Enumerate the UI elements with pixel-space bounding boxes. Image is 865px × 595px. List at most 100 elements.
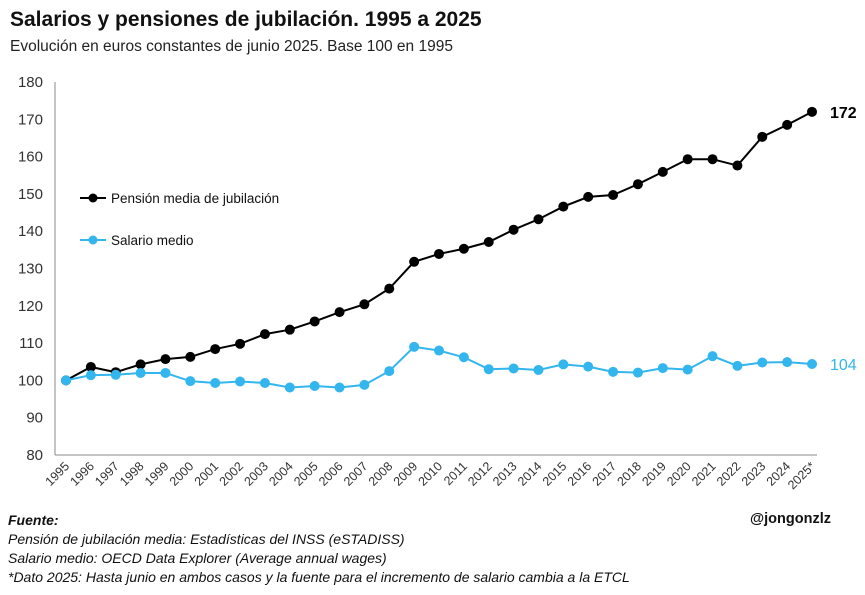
x-tick-label: 2003	[241, 459, 271, 489]
x-tick-label: 2011	[441, 459, 470, 488]
data-point-salario	[508, 363, 519, 374]
data-point-pension	[657, 166, 668, 177]
x-tick-label: 1999	[142, 459, 172, 489]
x-tick-label: 2019	[639, 459, 669, 489]
footer-heading: Fuente:	[8, 512, 59, 528]
data-point-pension	[458, 243, 469, 254]
data-point-salario	[533, 364, 544, 375]
x-tick-label: 2001	[192, 459, 222, 489]
y-tick-label: 90	[26, 410, 43, 427]
x-tick-label: 1998	[117, 459, 147, 489]
data-point-salario	[334, 382, 345, 393]
end-label-salario: 104	[830, 357, 857, 374]
data-point-pension	[384, 283, 395, 294]
data-point-pension	[409, 256, 420, 267]
data-point-salario	[483, 364, 494, 375]
line-chart: 80 90 100 110 120 130 140 150 160 170 180 19951996…	[18, 74, 857, 492]
data-point-pension	[434, 248, 444, 259]
axes	[54, 82, 817, 456]
data-point-salario	[210, 378, 221, 389]
data-point-pension	[359, 299, 370, 310]
x-tick-label: 2009	[391, 459, 421, 489]
x-tick-label: 2004	[266, 459, 296, 489]
y-tick-label: 160	[18, 149, 43, 166]
data-point-salario	[409, 341, 420, 352]
data-point-salario	[309, 380, 320, 391]
x-tick-label: 2015	[540, 459, 570, 489]
data-point-salario	[608, 366, 619, 377]
data-point-salario	[284, 382, 295, 393]
data-point-salario	[707, 351, 718, 362]
data-point-salario	[135, 367, 146, 378]
data-point-pension	[210, 344, 221, 355]
y-tick-label: 170	[18, 111, 43, 128]
data-point-pension	[135, 359, 146, 370]
x-tick-label: 2005	[291, 459, 321, 489]
data-point-salario	[160, 367, 171, 378]
x-tick-label: 2006	[316, 459, 346, 489]
data-point-pension	[608, 190, 619, 201]
data-point-pension	[235, 338, 246, 349]
x-tick-label: 2018	[614, 459, 644, 489]
data-point-pension	[682, 154, 693, 165]
data-point-salario	[583, 361, 594, 372]
data-point-salario	[782, 357, 793, 368]
data-point-salario	[85, 370, 96, 381]
data-point-salario	[359, 379, 370, 390]
end-label-pension: 172	[830, 105, 857, 122]
data-point-salario	[732, 360, 743, 371]
data-point-pension	[85, 361, 96, 372]
data-point-pension	[782, 119, 793, 130]
y-axis-ticks: 80 90 100 110 120 130 140 150 160 170 180	[18, 74, 43, 464]
data-point-salario	[434, 345, 444, 356]
footer-line: Salario medio: OECD Data Explorer (Avera…	[8, 550, 387, 566]
data-point-pension	[483, 237, 494, 248]
data-point-salario	[558, 359, 569, 370]
data-point-pension	[284, 324, 295, 335]
x-tick-label: 2014	[515, 459, 545, 489]
footer-line: *Dato 2025: Hasta junio en ambos casos y…	[8, 569, 630, 585]
x-tick-label: 2002	[217, 459, 247, 489]
y-tick-label: 80	[26, 447, 43, 464]
data-point-salario	[259, 378, 270, 389]
y-tick-label: 150	[18, 186, 43, 203]
source-footer: Fuente: Pensión de jubilación media: Est…	[8, 511, 630, 587]
legend-marker-salario	[88, 235, 98, 245]
x-tick-label: 2010	[416, 459, 446, 489]
x-axis-ticks: 1995199619971998199920002001200220032004…	[43, 459, 819, 492]
x-tick-label: 2022	[714, 459, 744, 489]
x-tick-label: 2012	[465, 459, 495, 489]
data-point-pension	[309, 316, 320, 327]
data-point-pension	[160, 354, 171, 365]
x-tick-label: 2017	[590, 459, 620, 489]
y-tick-label: 110	[19, 335, 43, 352]
data-point-salario	[235, 376, 246, 387]
data-point-pension	[807, 106, 817, 117]
data-point-salario	[458, 352, 469, 363]
data-point-pension	[185, 351, 196, 362]
data-point-pension	[259, 329, 270, 340]
legend-marker-pension	[88, 193, 98, 203]
data-point-pension	[707, 154, 718, 165]
x-tick-label: 2021	[689, 459, 719, 489]
x-tick-label: 2013	[490, 459, 520, 489]
footer-line: Pensión de jubilación media: Estadística…	[8, 531, 405, 547]
data-point-salario	[682, 364, 693, 375]
x-tick-label: 1995	[43, 459, 73, 489]
y-tick-label: 180	[18, 74, 43, 91]
y-tick-label: 130	[18, 261, 43, 278]
chart-subtitle: Evolución en euros constantes de junio 2…	[10, 38, 453, 55]
data-point-pension	[757, 131, 768, 142]
series-layer: 172 104	[61, 105, 857, 393]
y-tick-label: 140	[18, 223, 43, 240]
data-point-pension	[533, 214, 544, 225]
data-point-pension	[508, 224, 519, 235]
data-point-salario	[757, 357, 768, 368]
x-tick-label: 2000	[167, 459, 197, 489]
legend-label-salario: Salario medio	[111, 233, 194, 248]
data-point-pension	[583, 191, 594, 202]
x-tick-label: 2016	[565, 459, 595, 489]
legend-label-pension: Pensión media de jubilación	[111, 191, 279, 206]
x-tick-label: 2007	[341, 459, 371, 489]
data-point-salario	[384, 366, 395, 377]
